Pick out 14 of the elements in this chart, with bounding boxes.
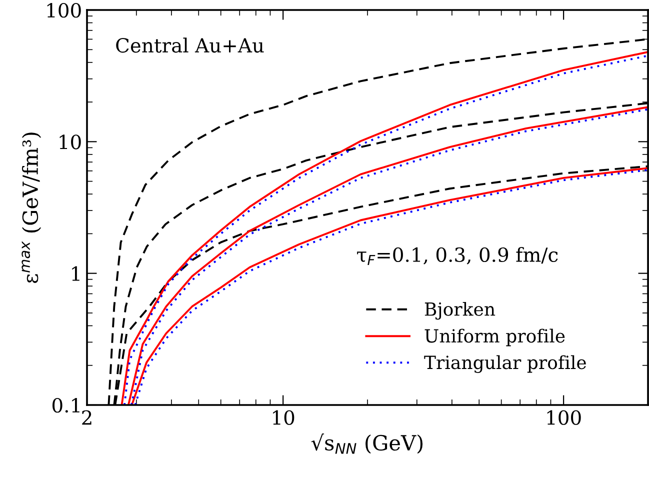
x-axis-title: √s$_{NN}$ (GeV)	[311, 433, 423, 454]
y-tick-label: 0.1	[52, 398, 80, 413]
legend-label: Triangular profile	[424, 355, 586, 373]
y-tick-label: 1	[72, 266, 80, 281]
x-tick-label: 10	[273, 410, 294, 425]
x-tick-label: 2	[82, 410, 92, 425]
annotation: τ$_{F}$=0.1, 0.3, 0.9 fm/c	[357, 246, 558, 265]
y-tick-label: 10	[60, 134, 81, 150]
legend-label: Uniform profile	[424, 328, 565, 346]
legend-label: Bjorken	[424, 302, 496, 320]
annotation: Central Au+Au	[116, 38, 264, 53]
x-tick-label: 100	[547, 410, 581, 425]
y-tick-label: 100	[47, 2, 81, 18]
y-axis-title: ε$^{max}$ (GeV/fm³)	[22, 132, 42, 284]
